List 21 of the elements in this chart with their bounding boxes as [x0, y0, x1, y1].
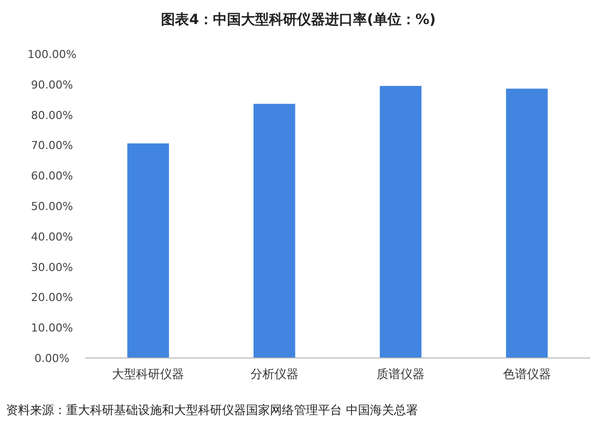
bar — [127, 143, 169, 358]
bar — [380, 86, 422, 358]
text: 资料来源：重大科研基础设施和大型科研仪器国家网络管理平台 中国海关总署 — [6, 403, 418, 417]
y-tick-label: 10.00% — [31, 322, 73, 335]
x-tick-label: 分析仪器 — [250, 367, 298, 381]
y-tick-label: 80.00% — [31, 108, 73, 122]
x-tick-label: 质谱仪器 — [376, 367, 425, 381]
bar — [506, 88, 548, 358]
y-tick-label: 50.00% — [31, 200, 73, 213]
y-tick-label: 70.00% — [31, 139, 73, 152]
y-tick-label: 0.00% — [34, 352, 70, 365]
x-tick-label: 大型科研仪器 — [112, 367, 184, 381]
y-tick-label: 40.00% — [31, 230, 73, 244]
x-tick-label: 色谱仪器 — [502, 367, 551, 381]
y-tick-label: 20.00% — [31, 291, 73, 304]
y-tick-label: 100.00% — [28, 48, 76, 61]
bar — [254, 104, 296, 358]
y-tick-label: 60.00% — [31, 170, 73, 183]
chart-title: 图表4：中国大型科研仪器进口率(单位：%) — [161, 11, 436, 28]
y-tick-label: 30.00% — [31, 260, 73, 274]
y-tick-label: 90.00% — [31, 78, 73, 92]
